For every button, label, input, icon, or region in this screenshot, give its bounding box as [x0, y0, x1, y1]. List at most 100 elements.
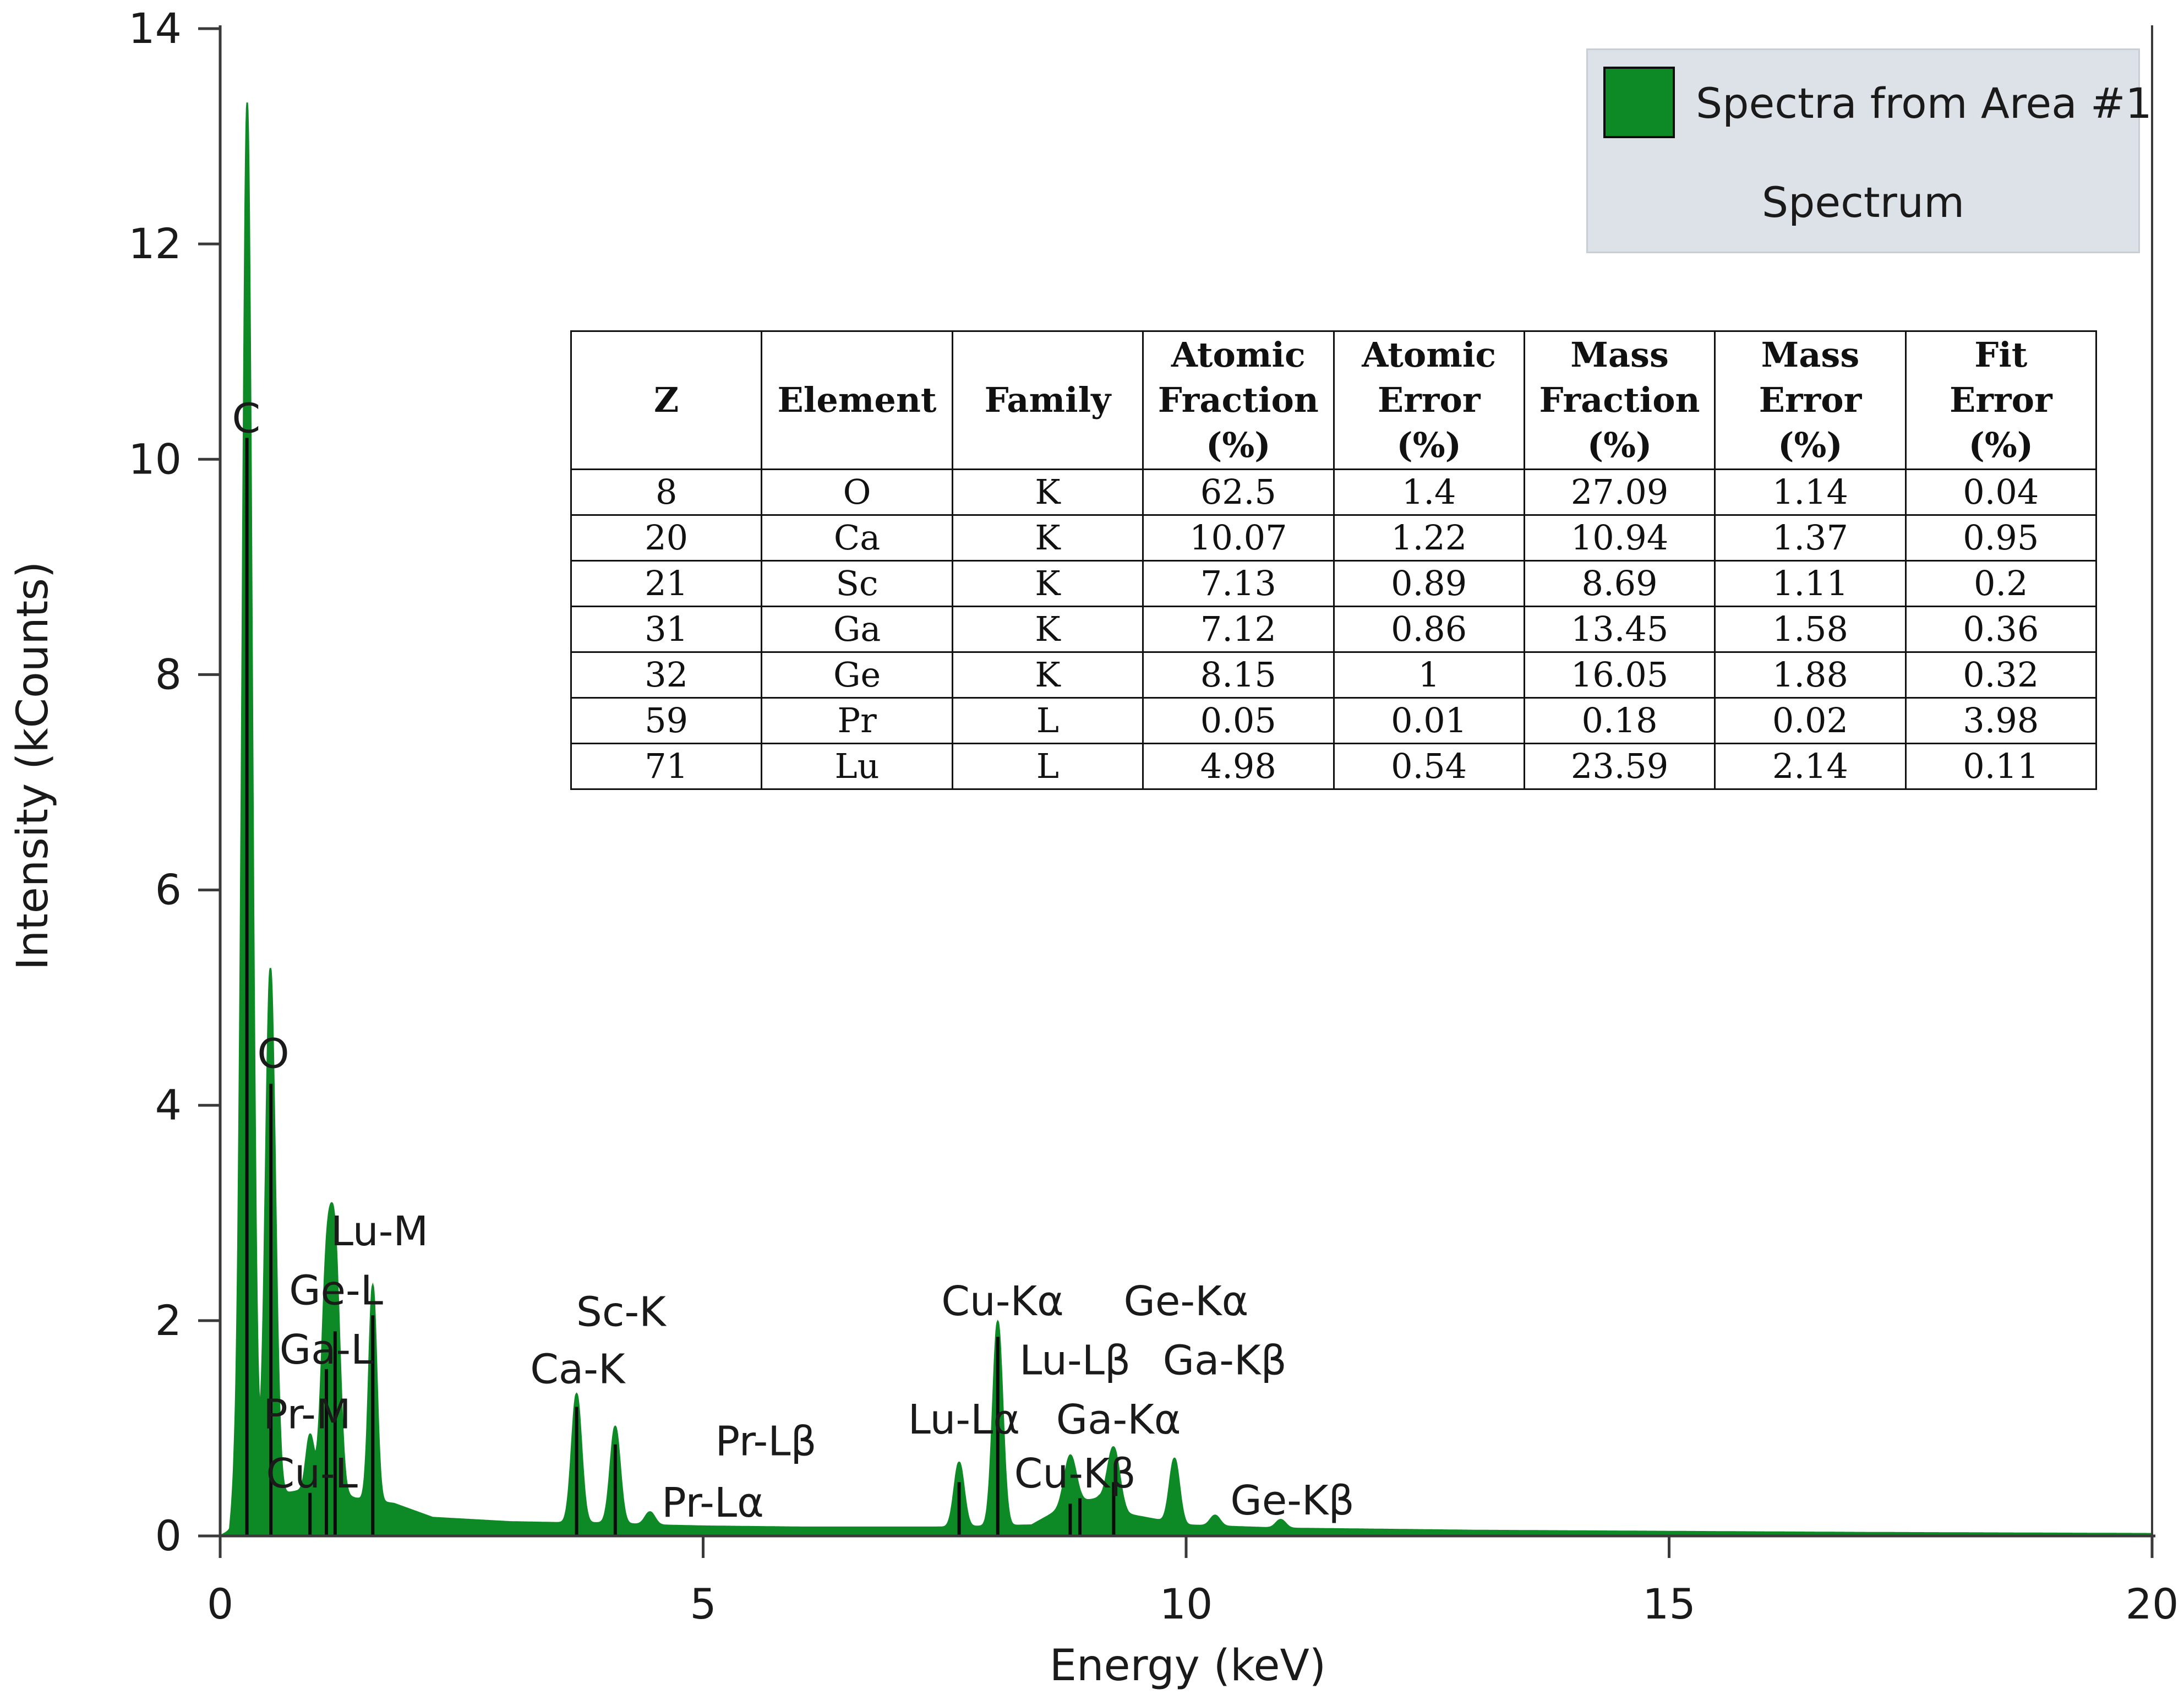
- peak-label: Cu-Kβ: [1014, 1450, 1136, 1497]
- table-cell: 0.2: [1904, 560, 2098, 607]
- column-header-text: Atomic: [1362, 335, 1497, 375]
- table-cell: 0.95: [1904, 514, 2098, 562]
- peak-label: Ge-Kα: [1124, 1278, 1249, 1325]
- column-header-text: Family: [984, 380, 1111, 420]
- peak-label: C: [232, 395, 261, 442]
- x-tick-label: 20: [2126, 1579, 2179, 1628]
- peak-label: Ga-Kβ: [1163, 1337, 1287, 1385]
- peak-label: Ga-Kα: [1056, 1396, 1181, 1443]
- table-cell: Pr: [761, 697, 953, 744]
- table-cell: 59: [570, 697, 763, 744]
- peak-label: Cu-L: [266, 1450, 358, 1497]
- table-cell: 20: [570, 514, 763, 562]
- table-cell: 7.12: [1142, 606, 1335, 653]
- table-cell: 23.59: [1523, 743, 1716, 790]
- peak-label: Pr-M: [263, 1391, 351, 1438]
- column-header: Atomic Error (%): [1333, 330, 1525, 470]
- y-tick-label: 2: [155, 1296, 182, 1345]
- table-cell: 1.58: [1714, 606, 1907, 653]
- column-header-text: (%): [1968, 425, 2034, 465]
- table-cell: 4.98: [1142, 743, 1335, 790]
- table-cell: 0.01: [1333, 697, 1525, 744]
- legend-type-label: Spectrum: [1761, 178, 1965, 227]
- peak-label: Ca-K: [530, 1345, 626, 1393]
- x-axis-title: Energy (keV): [1050, 1641, 1326, 1691]
- y-tick-label: 6: [155, 865, 182, 914]
- legend-series-label: Spectra from Area #1: [1696, 79, 2152, 128]
- table-row: 59 Pr L 0.05 0.01 0.18 0.02 3.98: [570, 697, 2098, 744]
- column-header: Family: [951, 330, 1144, 470]
- table-cell: 0.02: [1714, 697, 1907, 744]
- y-tick-label: 0: [155, 1511, 182, 1560]
- table-cell: Lu: [761, 743, 953, 790]
- table-cell: K: [951, 560, 1144, 607]
- table-cell: 0.54: [1333, 743, 1525, 790]
- spectrum-series: [217, 102, 2153, 1537]
- table-cell: 8: [570, 468, 763, 516]
- column-header: Mass Fraction (%): [1523, 330, 1716, 470]
- table-cell: 62.5: [1142, 468, 1335, 516]
- table-cell: 31: [570, 606, 763, 653]
- column-header: Atomic Fraction (%): [1142, 330, 1335, 470]
- table-cell: 1.88: [1714, 651, 1907, 699]
- peak-label: Lu-Lβ: [1019, 1337, 1131, 1385]
- table-cell: K: [951, 514, 1144, 562]
- column-header-text: Atomic: [1171, 335, 1306, 375]
- y-tick-label: 12: [128, 219, 182, 268]
- table-cell: 8.15: [1142, 651, 1335, 699]
- table-cell: O: [761, 468, 953, 516]
- table-row: 31 Ga K 7.12 0.86 13.45 1.58 0.36: [570, 606, 2098, 653]
- peak-label: Lu-M: [331, 1208, 428, 1255]
- column-header-text: Element: [777, 380, 937, 420]
- column-header-text: (%): [1587, 425, 1652, 465]
- table-cell: 0.11: [1904, 743, 2098, 790]
- table-cell: 3.98: [1904, 697, 2098, 744]
- table-cell: 0.18: [1523, 697, 1716, 744]
- table-cell: 0.05: [1142, 697, 1335, 744]
- peak-label: Ga-L: [280, 1326, 374, 1374]
- chart-legend: Spectra from Area #1 Spectrum: [1586, 48, 2152, 253]
- y-tick-label: 14: [128, 4, 182, 53]
- table-row: 32 Ge K 8.15 1 16.05 1.88 0.32: [570, 651, 2098, 699]
- x-tick-label: 15: [1642, 1579, 1696, 1628]
- column-header-text: (%): [1396, 425, 1461, 465]
- table-cell: 1.11: [1714, 560, 1907, 607]
- table-cell: 0.36: [1904, 606, 2098, 653]
- y-tick-label: 8: [155, 650, 182, 699]
- column-header-text: Fraction: [1539, 380, 1700, 420]
- table-header-row: Z Element Family Atomic Fraction (%) Atomic Err…: [570, 330, 2098, 470]
- y-axis-title: Intensity (kCounts): [8, 562, 58, 971]
- peak-label: O: [257, 1030, 289, 1077]
- table-cell: 0.89: [1333, 560, 1525, 607]
- column-header: Mass Error (%): [1714, 330, 1907, 470]
- table-cell: 0.86: [1333, 606, 1525, 653]
- peak-label: Sc-K: [576, 1289, 667, 1336]
- peak-label: Pr-Lβ: [715, 1418, 816, 1465]
- table-cell: 13.45: [1523, 606, 1716, 653]
- table-cell: Ge: [761, 651, 953, 699]
- peak-label: Pr-Lα: [662, 1479, 764, 1527]
- x-tick-label: 0: [207, 1579, 233, 1628]
- column-header-text: Fraction: [1157, 380, 1319, 420]
- peak-label: Ge-L: [289, 1267, 383, 1315]
- table-cell: 32: [570, 651, 763, 699]
- table-cell: 10.07: [1142, 514, 1335, 562]
- table-body: 8 O K 62.5 1.4 27.09 1.14 0.04 20 Ca K 10.07 1.22 10.…: [570, 468, 2098, 790]
- column-header-text: Mass: [1570, 335, 1669, 375]
- table-cell: L: [951, 697, 1144, 744]
- table-cell: L: [951, 743, 1144, 790]
- table-cell: 1.4: [1333, 468, 1525, 516]
- column-header-text: Mass: [1761, 335, 1860, 375]
- column-header-text: (%): [1206, 425, 1271, 465]
- table-cell: 1.14: [1714, 468, 1907, 516]
- x-tick-label: 10: [1160, 1579, 1213, 1628]
- table-cell: 1: [1333, 651, 1525, 699]
- table-cell: Sc: [761, 560, 953, 607]
- table-cell: 1.37: [1714, 514, 1907, 562]
- table-cell: 71: [570, 743, 763, 790]
- quantification-table: Z Element Family Atomic Fraction (%) Atomic Err…: [570, 330, 2098, 790]
- table-row: 8 O K 62.5 1.4 27.09 1.14 0.04: [570, 468, 2098, 516]
- x-tick-label: 5: [690, 1579, 716, 1628]
- table-cell: 16.05: [1523, 651, 1716, 699]
